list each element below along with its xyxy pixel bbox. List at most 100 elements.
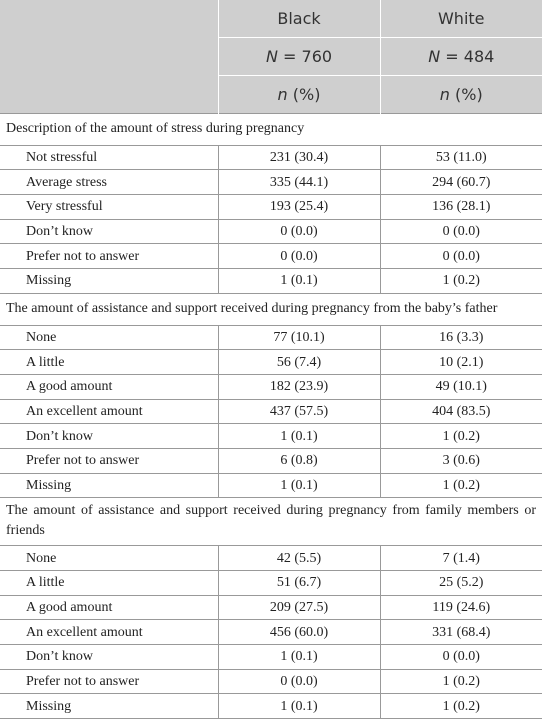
cell-value: 16 (3.3) (379, 324, 542, 351)
data-row: Prefer not to answer 0 (0.0) 1 (0.2) (0, 668, 542, 695)
row-label: Very stressful (0, 194, 218, 220)
symbol-text: (%) (292, 85, 321, 104)
cell-value: 51 (6.7) (217, 570, 380, 596)
cell-value: 1 (0.1) (217, 644, 380, 670)
data-row: None 42 (5.5) 7 (1.4) (0, 545, 542, 571)
section-title: The amount of assistance and support rec… (0, 497, 542, 547)
cell-value: 437 (57.5) (217, 398, 380, 425)
symbol: N (265, 47, 278, 66)
symbol-text: (%) (455, 85, 483, 104)
data-row: A good amount 182 (23.9) 49 (10.1) (0, 373, 542, 400)
data-row: Don’t know 0 (0.0) 0 (0.0) (0, 218, 542, 245)
cell-value: 193 (25.4) (217, 194, 380, 220)
cell-value: 0 (0.0) (217, 218, 380, 245)
cell-value: 7 (1.4) (379, 545, 542, 571)
cell-value: 10 (2.1) (379, 349, 542, 375)
data-row: Missing 1 (0.1) 1 (0.2) (0, 693, 542, 720)
row-label: Missing (0, 268, 218, 294)
cell-value: 1 (0.2) (379, 472, 542, 499)
cell-value: 1 (0.2) (379, 423, 542, 449)
cell-value: 404 (83.5) (379, 398, 542, 425)
group-label: Black (217, 0, 380, 38)
cell-value: 182 (23.9) (217, 373, 380, 400)
cell-value: 1 (0.2) (379, 268, 542, 294)
symbol: n (439, 85, 450, 104)
data-row: An excellent amount 437 (57.5) 404 (83.5) (0, 398, 542, 425)
section-title: Description of the amount of stress duri… (0, 113, 542, 146)
section-row: The amount of assistance and support rec… (0, 497, 542, 547)
data-row: None 77 (10.1) 16 (3.3) (0, 324, 542, 351)
header-blank (0, 0, 218, 114)
cell-value: 1 (0.1) (217, 472, 380, 499)
data-row: Very stressful 193 (25.4) 136 (28.1) (0, 194, 542, 220)
data-row: Don’t know 1 (0.1) 0 (0.0) (0, 644, 542, 670)
data-row: Missing 1 (0.1) 1 (0.2) (0, 472, 542, 499)
cell-value: 77 (10.1) (217, 324, 380, 351)
symbol-text: = 760 (283, 47, 333, 66)
cell-value: 1 (0.1) (217, 423, 380, 449)
row-label: Prefer not to answer (0, 447, 218, 474)
data-row: A little 51 (6.7) 25 (5.2) (0, 570, 542, 596)
data-row: An excellent amount 456 (60.0) 331 (68.4) (0, 619, 542, 646)
cell-value: 1 (0.1) (217, 268, 380, 294)
symbol: n (277, 85, 288, 104)
data-row: A little 56 (7.4) 10 (2.1) (0, 349, 542, 375)
row-label: Don’t know (0, 218, 218, 245)
cell-value: 331 (68.4) (379, 619, 542, 646)
header-row: N = 760 N = 484 (0, 37, 542, 76)
row-label: Don’t know (0, 644, 218, 670)
data-row: Don’t know 1 (0.1) 1 (0.2) (0, 423, 542, 449)
section-row: Description of the amount of stress duri… (0, 113, 542, 146)
sample-size: N = 484 (379, 37, 542, 76)
cell-value: 49 (10.1) (379, 373, 542, 400)
row-label: None (0, 324, 218, 351)
row-label: A good amount (0, 373, 218, 400)
row-label: Prefer not to answer (0, 668, 218, 695)
table-header: Black White N = 760 N = 484 n (%) n (%) (0, 0, 542, 114)
cell-value: 119 (24.6) (379, 594, 542, 621)
data-row: A good amount 209 (27.5) 119 (24.6) (0, 594, 542, 621)
cell-value: 0 (0.0) (379, 243, 542, 270)
cell-value: 42 (5.5) (217, 545, 380, 571)
row-label: An excellent amount (0, 619, 218, 646)
data-row: Not stressful 231 (30.4) 53 (11.0) (0, 144, 542, 171)
group-label: White (379, 0, 542, 38)
cell-value: 53 (11.0) (379, 144, 542, 171)
cell-value: 0 (0.0) (217, 243, 380, 270)
cell-value: 136 (28.1) (379, 194, 542, 220)
row-label: An excellent amount (0, 398, 218, 425)
cell-value: 3 (0.6) (379, 447, 542, 474)
symbol: N (428, 47, 441, 66)
row-label: A good amount (0, 594, 218, 621)
section-title: The amount of assistance and support rec… (0, 292, 542, 326)
sample-size: N = 760 (217, 37, 380, 76)
cell-value: 0 (0.0) (217, 668, 380, 695)
unit-label: n (%) (379, 75, 542, 114)
data-row: Average stress 335 (44.1) 294 (60.7) (0, 169, 542, 196)
cell-value: 1 (0.2) (379, 693, 542, 720)
row-label: Prefer not to answer (0, 243, 218, 270)
cell-value: 335 (44.1) (217, 169, 380, 196)
row-label: A little (0, 349, 218, 375)
cell-value: 456 (60.0) (217, 619, 380, 646)
symbol-text: = 484 (445, 47, 495, 66)
unit-label: n (%) (217, 75, 380, 114)
header-row: Black White (0, 0, 542, 114)
cell-value: 1 (0.2) (379, 668, 542, 695)
data-row: Prefer not to answer 6 (0.8) 3 (0.6) (0, 447, 542, 474)
row-label: Don’t know (0, 423, 218, 449)
cell-value: 0 (0.0) (379, 218, 542, 245)
cell-value: 1 (0.1) (217, 693, 380, 720)
data-row: Missing 1 (0.1) 1 (0.2) (0, 268, 542, 294)
row-label: Not stressful (0, 144, 218, 171)
cell-value: 294 (60.7) (379, 169, 542, 196)
cell-value: 25 (5.2) (379, 570, 542, 596)
row-label: Missing (0, 693, 218, 720)
section-row: The amount of assistance and support rec… (0, 292, 542, 326)
row-label: Average stress (0, 169, 218, 196)
cell-value: 0 (0.0) (379, 644, 542, 670)
row-label: A little (0, 570, 218, 596)
